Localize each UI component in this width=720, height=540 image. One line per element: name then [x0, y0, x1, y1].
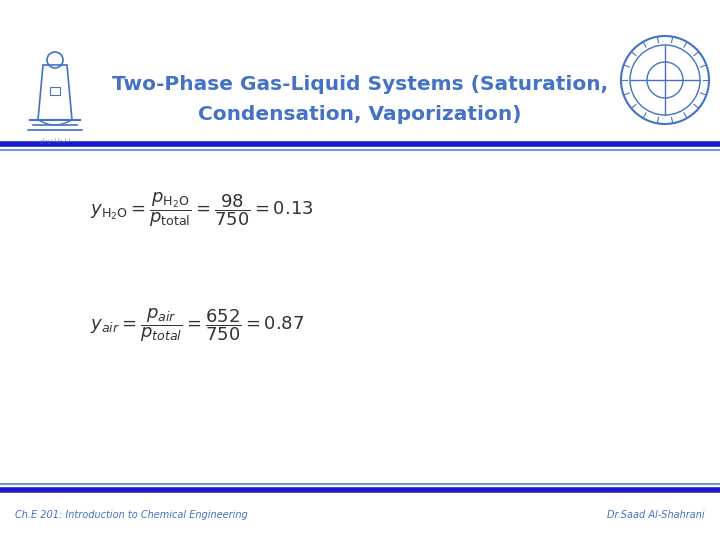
Text: $y_{\mathrm{H_2O}} = \dfrac{p_{\mathrm{H_2O}}}{p_{\mathrm{total}}} = \dfrac{98}{: $y_{\mathrm{H_2O}} = \dfrac{p_{\mathrm{H…: [90, 191, 314, 229]
Circle shape: [617, 32, 713, 128]
Bar: [50, 87, 60, 95]
Text: Ch.E 201: Introduction to Chemical Engineering: Ch.E 201: Introduction to Chemical Engin…: [15, 510, 248, 520]
Text: جامعة الملك: جامعة الملك: [40, 137, 70, 143]
Text: Dr.Saad Al-Shahrani: Dr.Saad Al-Shahrani: [608, 510, 705, 520]
Text: Two-Phase Gas-Liquid Systems (Saturation,: Two-Phase Gas-Liquid Systems (Saturation…: [112, 76, 608, 94]
Circle shape: [7, 32, 103, 128]
FancyBboxPatch shape: [0, 0, 720, 140]
Text: Condensation, Vaporization): Condensation, Vaporization): [198, 105, 522, 125]
Text: $y_{air} = \dfrac{p_{air}}{p_{total}} = \dfrac{652}{750} = 0.87$: $y_{air} = \dfrac{p_{air}}{p_{total}} = …: [90, 306, 304, 344]
